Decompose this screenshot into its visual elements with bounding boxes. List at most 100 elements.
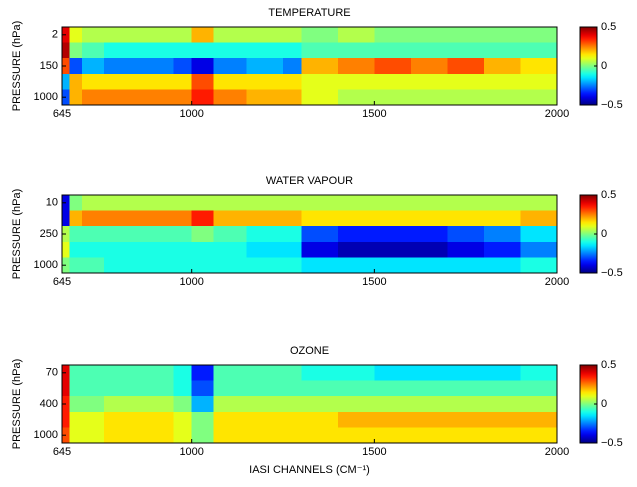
heatmap-cell bbox=[301, 427, 339, 444]
heatmap-cell bbox=[374, 210, 412, 227]
heatmap-cell bbox=[62, 241, 70, 258]
heatmap-cell bbox=[337, 226, 375, 243]
heatmap-cell bbox=[213, 210, 247, 227]
heatmap-cell bbox=[337, 58, 375, 75]
heatmap-cell bbox=[246, 257, 284, 274]
heatmap-cell bbox=[337, 195, 375, 212]
heatmap-cell bbox=[246, 42, 284, 59]
colorbar-tick-label: −0.5 bbox=[601, 99, 623, 111]
heatmap-cell bbox=[69, 42, 83, 59]
heatmap-cell bbox=[447, 427, 485, 444]
x-tick-label: 2000 bbox=[545, 108, 569, 120]
heatmap-cell bbox=[410, 396, 448, 413]
heatmap-cell bbox=[173, 73, 193, 90]
heatmap-cell bbox=[191, 380, 215, 397]
heatmap-cell bbox=[246, 226, 284, 243]
heatmap-cell bbox=[69, 58, 83, 75]
heatmap-cell bbox=[520, 365, 558, 382]
heatmap-cell bbox=[374, 241, 412, 258]
colorbar-tick-label: −0.5 bbox=[601, 437, 623, 449]
heatmap-cell bbox=[283, 42, 302, 59]
heatmap-cell bbox=[483, 411, 521, 428]
heatmap-cell bbox=[520, 89, 558, 106]
heatmap-cell bbox=[447, 411, 485, 428]
heatmap-cell bbox=[410, 210, 448, 227]
heatmap-cell bbox=[483, 89, 521, 106]
heatmap-cell bbox=[104, 257, 138, 274]
heatmap-cell bbox=[301, 257, 339, 274]
heatmap-cell bbox=[173, 427, 193, 444]
heatmap-cell bbox=[136, 58, 174, 75]
x-tick-label: 1000 bbox=[179, 276, 203, 288]
heatmap-cell bbox=[136, 27, 174, 44]
heatmap-cell bbox=[213, 42, 247, 59]
heatmap-cell bbox=[136, 89, 174, 106]
heatmap-cell bbox=[283, 27, 302, 44]
heatmap-cell bbox=[483, 58, 521, 75]
heatmap-cell bbox=[136, 73, 174, 90]
y-tick-label: 400 bbox=[40, 398, 58, 410]
heatmap-cell bbox=[337, 89, 375, 106]
heatmap-cell bbox=[213, 89, 247, 106]
heatmap-cell bbox=[213, 257, 247, 274]
x-tick-label: 645 bbox=[53, 446, 71, 458]
heatmap-cell bbox=[191, 365, 215, 382]
heatmap-cell bbox=[136, 226, 174, 243]
heatmap-cell bbox=[483, 27, 521, 44]
heatmap-cell bbox=[301, 195, 339, 212]
heatmap-cell bbox=[410, 58, 448, 75]
heatmap-cell bbox=[520, 257, 558, 274]
y-tick-label: 2 bbox=[52, 29, 58, 41]
heatmap-cell bbox=[374, 226, 412, 243]
heatmap-cell bbox=[82, 73, 105, 90]
heatmap-cell bbox=[301, 27, 339, 44]
heatmap-cell bbox=[136, 427, 174, 444]
colorbar-tick-label: 0.5 bbox=[601, 21, 616, 33]
heatmap-cell bbox=[301, 42, 339, 59]
heatmap-cell bbox=[82, 27, 105, 44]
heatmap-cell bbox=[69, 210, 83, 227]
heatmap-cell bbox=[82, 257, 105, 274]
heatmap-cell bbox=[447, 73, 485, 90]
heatmap-cell bbox=[520, 380, 558, 397]
heatmap-cell bbox=[69, 89, 83, 106]
y-tick-label: 250 bbox=[40, 228, 58, 240]
heatmap-cell bbox=[246, 73, 284, 90]
heatmap-cell bbox=[374, 89, 412, 106]
heatmap-cell bbox=[301, 73, 339, 90]
heatmap-cell bbox=[374, 27, 412, 44]
heatmap-cell bbox=[520, 73, 558, 90]
panel-title: WATER VAPOUR bbox=[266, 175, 353, 187]
heatmap-cell bbox=[173, 42, 193, 59]
x-tick-label: 1500 bbox=[362, 276, 386, 288]
heatmap-cell bbox=[283, 73, 302, 90]
heatmap-cell bbox=[447, 380, 485, 397]
heatmap-cell bbox=[374, 257, 412, 274]
heatmap-cell bbox=[483, 257, 521, 274]
heatmap-cell bbox=[246, 195, 284, 212]
heatmap-cell bbox=[104, 365, 138, 382]
heatmap-cell bbox=[283, 427, 302, 444]
x-tick-label: 1500 bbox=[362, 446, 386, 458]
heatmap-cell bbox=[69, 411, 83, 428]
colorbar-tick-label: 0 bbox=[601, 398, 607, 410]
heatmap-cell bbox=[173, 210, 193, 227]
x-tick-label: 1000 bbox=[179, 446, 203, 458]
heatmap-cell bbox=[246, 241, 284, 258]
heatmap-cell bbox=[337, 210, 375, 227]
heatmap-cell bbox=[483, 427, 521, 444]
heatmap-cell bbox=[173, 380, 193, 397]
heatmap-cell bbox=[136, 380, 174, 397]
heatmap-cell bbox=[246, 427, 284, 444]
heatmap-cell bbox=[62, 380, 70, 397]
heatmap-cell bbox=[447, 58, 485, 75]
heatmap-cell bbox=[82, 195, 105, 212]
heatmap-cell bbox=[191, 195, 215, 212]
heatmap-cell bbox=[136, 411, 174, 428]
heatmap-cell bbox=[283, 195, 302, 212]
heatmap-cell bbox=[213, 73, 247, 90]
heatmap-cell bbox=[82, 380, 105, 397]
heatmap-cell bbox=[69, 73, 83, 90]
x-tick-label: 1500 bbox=[362, 108, 386, 120]
